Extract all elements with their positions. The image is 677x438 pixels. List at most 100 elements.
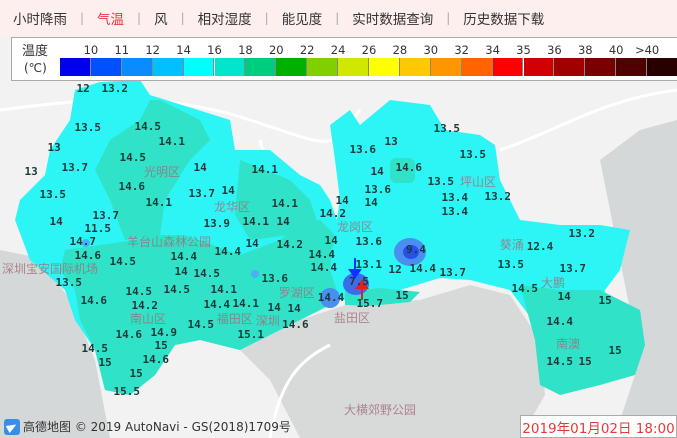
station-temperature[interactable]: 15 bbox=[395, 288, 409, 302]
station-temperature[interactable]: 14.2 bbox=[276, 237, 304, 251]
station-temperature[interactable]: 13.1 bbox=[355, 257, 383, 271]
station-temperature[interactable]: 14.5 bbox=[109, 255, 137, 269]
station-temperature[interactable]: 14.2 bbox=[131, 298, 159, 312]
station-temperature[interactable]: 14.6 bbox=[282, 317, 309, 331]
station-temperature[interactable]: 14.6 bbox=[142, 353, 170, 367]
station-temperature[interactable]: 13.7 bbox=[439, 265, 467, 279]
station-temperature[interactable]: 13.4 bbox=[441, 190, 469, 204]
station-temperature[interactable]: 14.4 bbox=[308, 248, 336, 262]
station-temperature[interactable]: 14.9 bbox=[150, 325, 178, 339]
temperature-map[interactable]: 光明区 龙华区 龙岗区 坪山区 葵涌 大鹏 南澳 南山区 福田区 罗湖区 盐田区 深圳宝安国际机场 羊台… bbox=[0, 81, 677, 438]
station-temperature[interactable]: 14 bbox=[174, 264, 188, 278]
station-temperature[interactable]: 14.6 bbox=[395, 160, 423, 174]
station-temperature[interactable]: 13.5 bbox=[39, 187, 67, 201]
station-temperature[interactable]: 14 bbox=[245, 236, 259, 250]
station-temperature[interactable]: 13.6 bbox=[355, 235, 383, 249]
station-temperature[interactable]: 14.4 bbox=[310, 261, 338, 275]
station-temperature[interactable]: 13.7 bbox=[61, 160, 89, 174]
station-temperature[interactable]: 13.4 bbox=[441, 204, 469, 218]
station-temperature[interactable]: 14 bbox=[335, 193, 349, 207]
station-temperature[interactable]: 14.5 bbox=[134, 119, 162, 133]
nav-item[interactable]: 风 bbox=[154, 12, 168, 28]
station-temperature[interactable]: 14.4 bbox=[409, 261, 437, 275]
station-temperature[interactable]: 15 bbox=[608, 343, 622, 357]
station-temperature[interactable]: 14.6 bbox=[115, 327, 143, 341]
station-temperature[interactable]: 13.2 bbox=[568, 226, 596, 240]
station-temperature[interactable]: 15.7 bbox=[356, 296, 384, 310]
station-temperature[interactable]: 14 bbox=[193, 160, 207, 174]
station-temperature[interactable]: 15 bbox=[98, 355, 112, 369]
station-temperature[interactable]: 14.1 bbox=[210, 282, 238, 296]
nav-item[interactable]: 历史数据下载 bbox=[463, 12, 545, 28]
station-temperature[interactable]: 14 bbox=[49, 214, 63, 228]
station-temperature[interactable]: 12.4 bbox=[526, 239, 554, 253]
station-temperature[interactable]: 14.5 bbox=[511, 281, 539, 295]
station-temperature[interactable]: 14.1 bbox=[232, 296, 260, 310]
station-temperature[interactable]: 13.5 bbox=[459, 147, 487, 161]
station-temperature[interactable]: 15 bbox=[598, 293, 612, 307]
station-temperature[interactable]: 14.6 bbox=[118, 179, 146, 193]
station-temperature[interactable]: 15 bbox=[578, 354, 592, 368]
station-temperature[interactable]: 14.1 bbox=[251, 162, 279, 176]
station-temperature[interactable]: 15.1 bbox=[237, 327, 265, 341]
station-temperature[interactable]: 14.4 bbox=[203, 298, 231, 312]
station-temperature[interactable]: 14 bbox=[221, 183, 235, 197]
station-temperature[interactable]: 7.5 bbox=[349, 274, 369, 288]
station-temperature[interactable]: 14.5 bbox=[546, 354, 574, 368]
station-temperature[interactable]: 13.7 bbox=[92, 208, 120, 222]
station-temperature[interactable]: 13 bbox=[47, 140, 61, 154]
station-temperature[interactable]: 14.6 bbox=[80, 293, 108, 307]
station-temperature[interactable]: 14.7 bbox=[69, 234, 97, 248]
station-temperature[interactable]: 13.7 bbox=[559, 261, 587, 275]
station-temperature[interactable]: 11.5 bbox=[84, 221, 112, 235]
station-temperature[interactable]: 14.1 bbox=[158, 134, 186, 148]
station-temperature[interactable]: 14.5 bbox=[125, 285, 153, 299]
station-temperature[interactable]: 14.1 bbox=[242, 215, 270, 229]
station-temperature[interactable]: 14 bbox=[364, 195, 378, 209]
station-temperature[interactable]: 15 bbox=[154, 339, 168, 353]
station-temperature[interactable]: 14 bbox=[324, 234, 338, 248]
station-temperature[interactable]: 14.6 bbox=[74, 248, 102, 262]
station-temperature[interactable]: 13.5 bbox=[497, 257, 525, 271]
station-temperature[interactable]: 13.7 bbox=[188, 186, 216, 200]
nav-item[interactable]: 能见度 bbox=[281, 12, 323, 28]
station-temperature[interactable]: 12 bbox=[388, 262, 402, 276]
station-temperature[interactable]: 13.5 bbox=[55, 275, 83, 289]
station-temperature[interactable]: 12 bbox=[76, 81, 90, 95]
station-temperature[interactable]: 9.4 bbox=[406, 242, 426, 256]
station-temperature[interactable]: 13.6 bbox=[261, 272, 289, 286]
nav-item[interactable]: 实时数据查询 bbox=[352, 12, 434, 28]
station-temperature[interactable]: 14.4 bbox=[317, 290, 345, 304]
station-temperature[interactable]: 13 bbox=[384, 134, 398, 148]
station-temperature[interactable]: 14.5 bbox=[81, 341, 109, 355]
station-temperature[interactable]: 13.5 bbox=[433, 121, 461, 135]
nav-item[interactable]: 气温 bbox=[97, 12, 125, 28]
station-temperature[interactable]: 13.9 bbox=[203, 217, 231, 231]
station-temperature[interactable]: 13.5 bbox=[74, 120, 102, 134]
station-temperature[interactable]: 13.6 bbox=[349, 142, 377, 156]
station-temperature[interactable]: 14.5 bbox=[193, 266, 221, 280]
station-temperature[interactable]: 13.2 bbox=[101, 81, 129, 95]
station-temperature[interactable]: 14.5 bbox=[119, 150, 147, 164]
station-temperature[interactable]: 13.2 bbox=[484, 190, 512, 204]
station-temperature[interactable]: 15.5 bbox=[113, 384, 141, 398]
nav-item[interactable]: 小时降雨 bbox=[13, 12, 67, 28]
station-temperature[interactable]: 13.5 bbox=[427, 174, 455, 188]
station-temperature[interactable]: 14.5 bbox=[163, 282, 191, 296]
station-temperature[interactable]: 14.1 bbox=[271, 196, 299, 210]
station-temperature[interactable]: 15 bbox=[129, 366, 143, 380]
station-temperature[interactable]: 13 bbox=[24, 164, 38, 178]
station-temperature[interactable]: 14.4 bbox=[170, 250, 198, 264]
nav-item[interactable]: 相对湿度 bbox=[197, 12, 252, 28]
station-temperature[interactable]: 14.4 bbox=[214, 244, 242, 258]
station-temperature[interactable]: 14.5 bbox=[187, 317, 215, 331]
station-temperature[interactable]: 14 bbox=[557, 290, 571, 304]
station-temperature[interactable]: 14.4 bbox=[546, 314, 574, 328]
station-temperature[interactable]: 14 bbox=[370, 164, 384, 178]
station-temperature[interactable]: 14.1 bbox=[145, 195, 173, 209]
station-temperature[interactable]: 14 bbox=[287, 301, 301, 315]
station-temperature[interactable]: 13.6 bbox=[364, 182, 392, 196]
station-temperature[interactable]: 14 bbox=[267, 300, 281, 314]
station-temperature[interactable]: 14.2 bbox=[319, 206, 347, 220]
station-temperature[interactable]: 14 bbox=[276, 214, 290, 228]
